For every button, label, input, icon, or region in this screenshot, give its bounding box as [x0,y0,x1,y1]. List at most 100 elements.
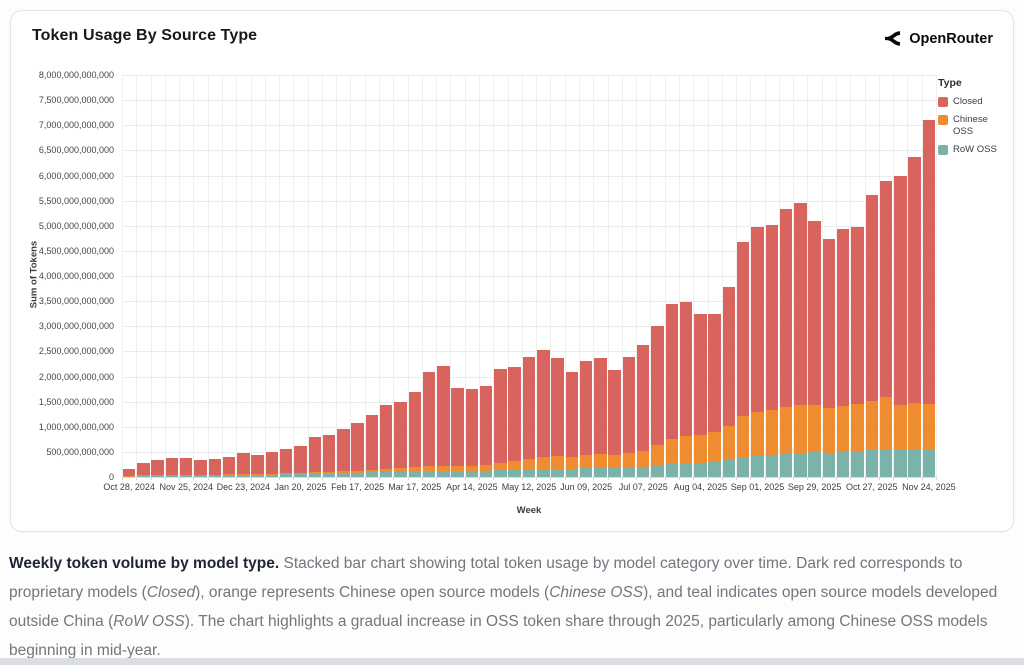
bar-segment-chinese-oss[interactable] [565,456,579,469]
bar-segment-row-oss[interactable] [694,462,707,477]
legend-item-closed[interactable]: Closed [938,96,1000,108]
bar-segment-chinese-oss[interactable] [237,474,250,475]
bar-segment-chinese-oss[interactable] [508,461,521,470]
bar-segment-closed[interactable] [451,387,464,467]
bar-segment-chinese-oss[interactable] [879,397,893,450]
bar-segment-closed[interactable] [708,313,721,432]
bar-segment-row-oss[interactable] [722,459,736,477]
bar-segment-chinese-oss[interactable] [208,474,222,476]
bar-segment-row-oss[interactable] [794,452,807,477]
bar-segment-closed[interactable] [351,423,364,471]
bar-segment-row-oss[interactable] [222,474,236,477]
bar-segment-closed[interactable] [180,457,193,475]
bar-segment-chinese-oss[interactable] [494,462,507,471]
bar-segment-closed[interactable] [579,361,593,456]
bar-segment-closed[interactable] [365,414,379,470]
bar-segment-row-oss[interactable] [265,474,279,477]
bar-segment-chinese-oss[interactable] [722,425,736,460]
bar-segment-chinese-oss[interactable] [194,474,207,476]
bar-segment-closed[interactable] [208,458,222,475]
bar-segment-chinese-oss[interactable] [736,416,750,458]
bar-segment-row-oss[interactable] [551,468,564,477]
bar-segment-closed[interactable] [422,372,436,467]
bar-segment-row-oss[interactable] [836,451,850,477]
bar-segment-row-oss[interactable] [851,450,864,477]
bar-segment-closed[interactable] [551,357,564,457]
bar-segment-row-oss[interactable] [665,464,679,477]
bar-segment-closed[interactable] [736,242,750,417]
bar-segment-closed[interactable] [594,357,607,454]
bar-segment-closed[interactable] [337,429,350,472]
bar-segment-row-oss[interactable] [237,474,250,477]
bar-segment-chinese-oss[interactable] [351,470,364,473]
bar-segment-chinese-oss[interactable] [594,453,607,468]
bar-segment-closed[interactable] [194,459,207,475]
legend-item-row-oss[interactable]: RoW OSS [938,144,1000,156]
bar-segment-closed[interactable] [794,202,807,405]
bar-segment-closed[interactable] [251,454,264,475]
bar-segment-chinese-oss[interactable] [779,407,793,454]
bar-segment-chinese-oss[interactable] [180,474,193,476]
bar-segment-closed[interactable] [751,227,764,412]
bar-segment-row-oss[interactable] [622,467,636,477]
bar-segment-row-oss[interactable] [894,450,907,477]
bar-segment-row-oss[interactable] [122,476,136,477]
bar-segment-row-oss[interactable] [922,449,936,477]
bar-segment-chinese-oss[interactable] [908,403,921,450]
bar-segment-chinese-oss[interactable] [422,466,436,472]
bar-segment-row-oss[interactable] [508,469,521,477]
bar-segment-chinese-oss[interactable] [751,411,764,456]
bar-segment-row-oss[interactable] [779,453,793,477]
bar-segment-closed[interactable] [922,120,936,405]
bar-segment-closed[interactable] [522,356,536,460]
bar-segment-chinese-oss[interactable] [265,473,279,475]
bar-segment-chinese-oss[interactable] [437,465,450,471]
bar-segment-chinese-oss[interactable] [251,474,264,475]
bar-segment-row-oss[interactable] [537,468,550,477]
bar-segment-closed[interactable] [479,386,493,465]
bar-segment-row-oss[interactable] [608,468,621,477]
bar-segment-row-oss[interactable] [451,471,464,477]
bar-segment-closed[interactable] [294,445,307,473]
bar-segment-chinese-oss[interactable] [337,471,350,474]
bar-segment-chinese-oss[interactable] [665,439,679,465]
bar-segment-chinese-oss[interactable] [279,473,293,475]
bar-segment-closed[interactable] [279,448,293,474]
bar-segment-closed[interactable] [808,220,821,406]
bar-segment-chinese-oss[interactable] [551,456,564,469]
bar-segment-row-oss[interactable] [479,470,493,477]
bar-segment-row-oss[interactable] [865,448,878,477]
bar-segment-chinese-oss[interactable] [622,452,636,468]
bar-segment-chinese-oss[interactable] [365,469,379,473]
bar-segment-chinese-oss[interactable] [322,471,336,474]
bar-segment-chinese-oss[interactable] [608,454,621,469]
bar-segment-closed[interactable] [565,371,579,457]
bar-segment-row-oss[interactable] [151,475,164,477]
bar-segment-closed[interactable] [651,326,664,445]
bar-segment-row-oss[interactable] [351,472,364,477]
bar-segment-chinese-oss[interactable] [294,472,307,474]
bar-segment-row-oss[interactable] [165,475,179,477]
bar-segment-chinese-oss[interactable] [865,401,878,449]
bar-segment-closed[interactable] [265,451,279,474]
bar-segment-closed[interactable] [151,460,164,475]
bar-segment-chinese-oss[interactable] [579,455,593,469]
bar-segment-row-oss[interactable] [408,471,421,477]
bar-segment-chinese-oss[interactable] [894,405,907,451]
bar-segment-closed[interactable] [894,175,907,406]
bar-segment-chinese-oss[interactable] [694,434,707,463]
bar-segment-chinese-oss[interactable] [808,405,821,452]
bar-segment-closed[interactable] [622,356,636,453]
bar-segment-chinese-oss[interactable] [637,450,650,468]
bar-segment-row-oss[interactable] [494,470,507,477]
bar-segment-closed[interactable] [237,453,250,474]
bar-segment-chinese-oss[interactable] [679,436,693,464]
bar-segment-row-oss[interactable] [822,452,836,477]
legend-item-chinese-oss[interactable]: Chinese OSS [938,114,1000,138]
bar-segment-closed[interactable] [222,456,236,475]
bar-segment-chinese-oss[interactable] [822,408,836,453]
bar-segment-closed[interactable] [494,368,507,463]
bar-segment-row-oss[interactable] [337,473,350,477]
bar-segment-row-oss[interactable] [422,471,436,477]
bar-segment-row-oss[interactable] [322,473,336,477]
